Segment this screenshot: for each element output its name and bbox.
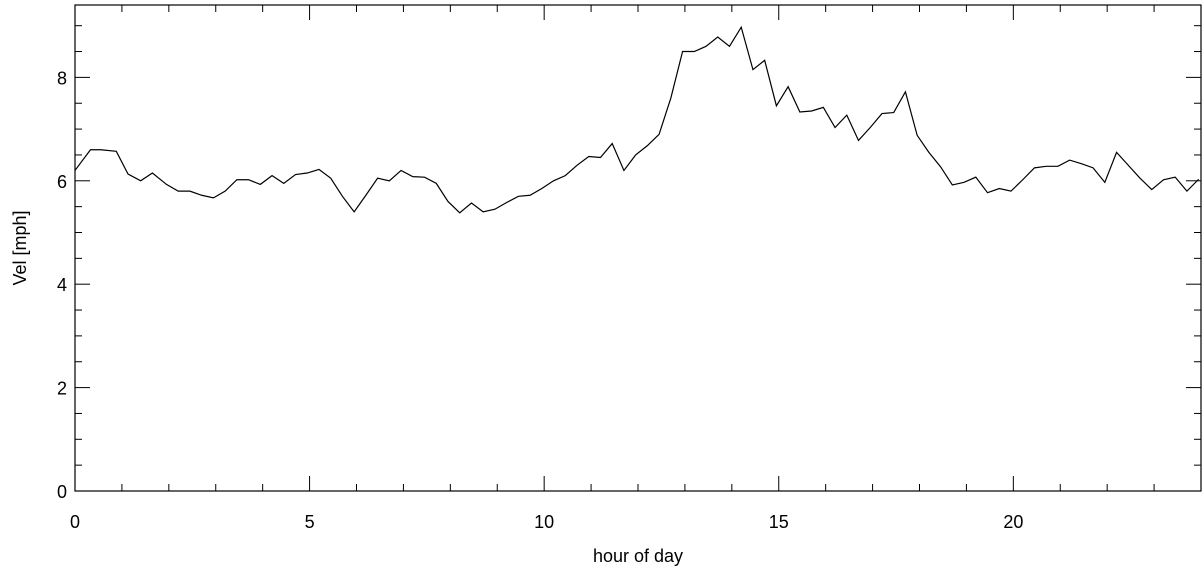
x-tick-label: 0 xyxy=(70,512,80,532)
y-axis-label: Vel [mph] xyxy=(10,210,30,285)
tick-labels: 0 5 10 15 20 0 2 4 6 8 xyxy=(57,68,1023,532)
y-tick-label: 4 xyxy=(57,275,67,295)
x-tick-label: 10 xyxy=(534,512,554,532)
y-tick-label: 6 xyxy=(57,172,67,192)
plot-frame xyxy=(74,4,1202,492)
y-tick-label: 2 xyxy=(57,379,67,399)
x-tick-label: 15 xyxy=(769,512,789,532)
y-tick-label: 0 xyxy=(57,482,67,502)
y-tick-label: 8 xyxy=(57,68,67,88)
x-tick-label: 5 xyxy=(305,512,315,532)
x-tick-label: 20 xyxy=(1003,512,1023,532)
x-axis-label: hour of day xyxy=(593,546,683,566)
velocity-series-line xyxy=(74,25,1200,214)
axis-ticks xyxy=(74,5,1202,492)
